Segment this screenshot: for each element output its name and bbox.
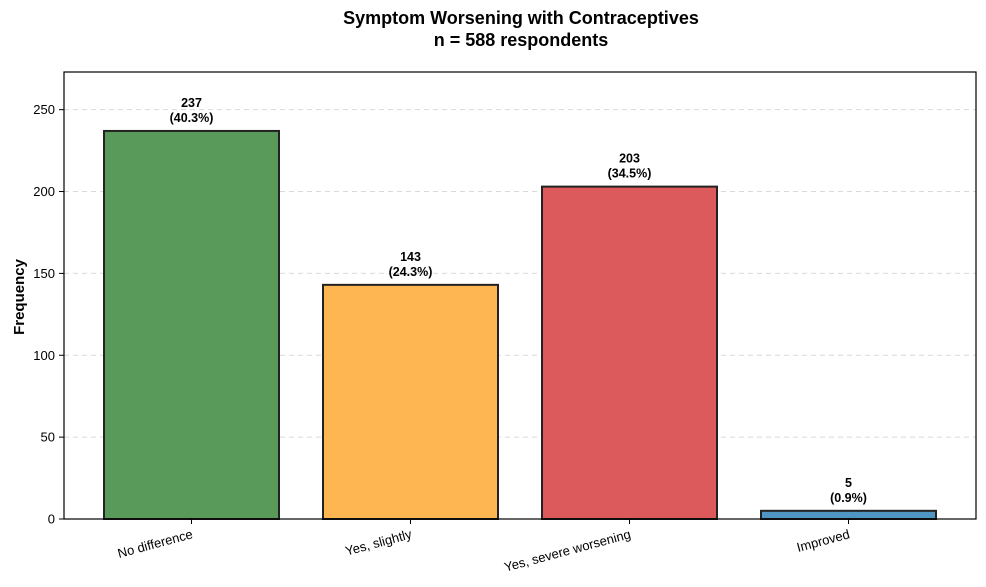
y-tick-label: 200	[33, 184, 55, 199]
bar-value-label: 237	[181, 96, 202, 110]
bar-percent-label: (24.3%)	[389, 265, 433, 279]
bar-value-label: 5	[845, 476, 852, 490]
x-tick-label: Improved	[795, 526, 851, 555]
bar	[760, 509, 937, 521]
x-tick-label: Yes, slightly	[344, 526, 414, 558]
chart-title: Symptom Worsening with Contraceptives	[343, 8, 699, 28]
bar	[322, 283, 499, 520]
bar-percent-label: (0.9%)	[830, 491, 867, 505]
y-tick-label: 50	[41, 430, 55, 445]
x-tick-label: No difference	[116, 526, 194, 560]
bar-percent-label: (34.5%)	[608, 167, 652, 181]
x-axis-ticks: No difference Yes, slightly Yes, severe wo…	[116, 519, 851, 575]
bar	[541, 185, 718, 520]
grid-lines	[64, 109, 976, 438]
data-labels: 237(40.3%) 143(24.3%) 203(34.5%) 5(0.9%)	[170, 96, 867, 505]
y-tick-label: 250	[33, 102, 55, 117]
bars	[103, 129, 937, 521]
bar	[103, 129, 280, 520]
y-tick-label: 0	[48, 512, 55, 527]
y-tick-label: 150	[33, 266, 55, 281]
bar-percent-label: (40.3%)	[170, 111, 214, 125]
chart-subtitle: n = 588 respondents	[434, 30, 609, 50]
bar-value-label: 143	[400, 250, 421, 264]
bar-value-label: 203	[619, 152, 640, 166]
y-axis-ticks: 0 50 100 150 200 250	[33, 102, 64, 527]
y-axis-label: Frequency	[11, 258, 28, 335]
plot-frame	[63, 71, 977, 520]
y-tick-label: 100	[33, 348, 55, 363]
x-tick-label: Yes, severe worsening	[503, 526, 633, 574]
